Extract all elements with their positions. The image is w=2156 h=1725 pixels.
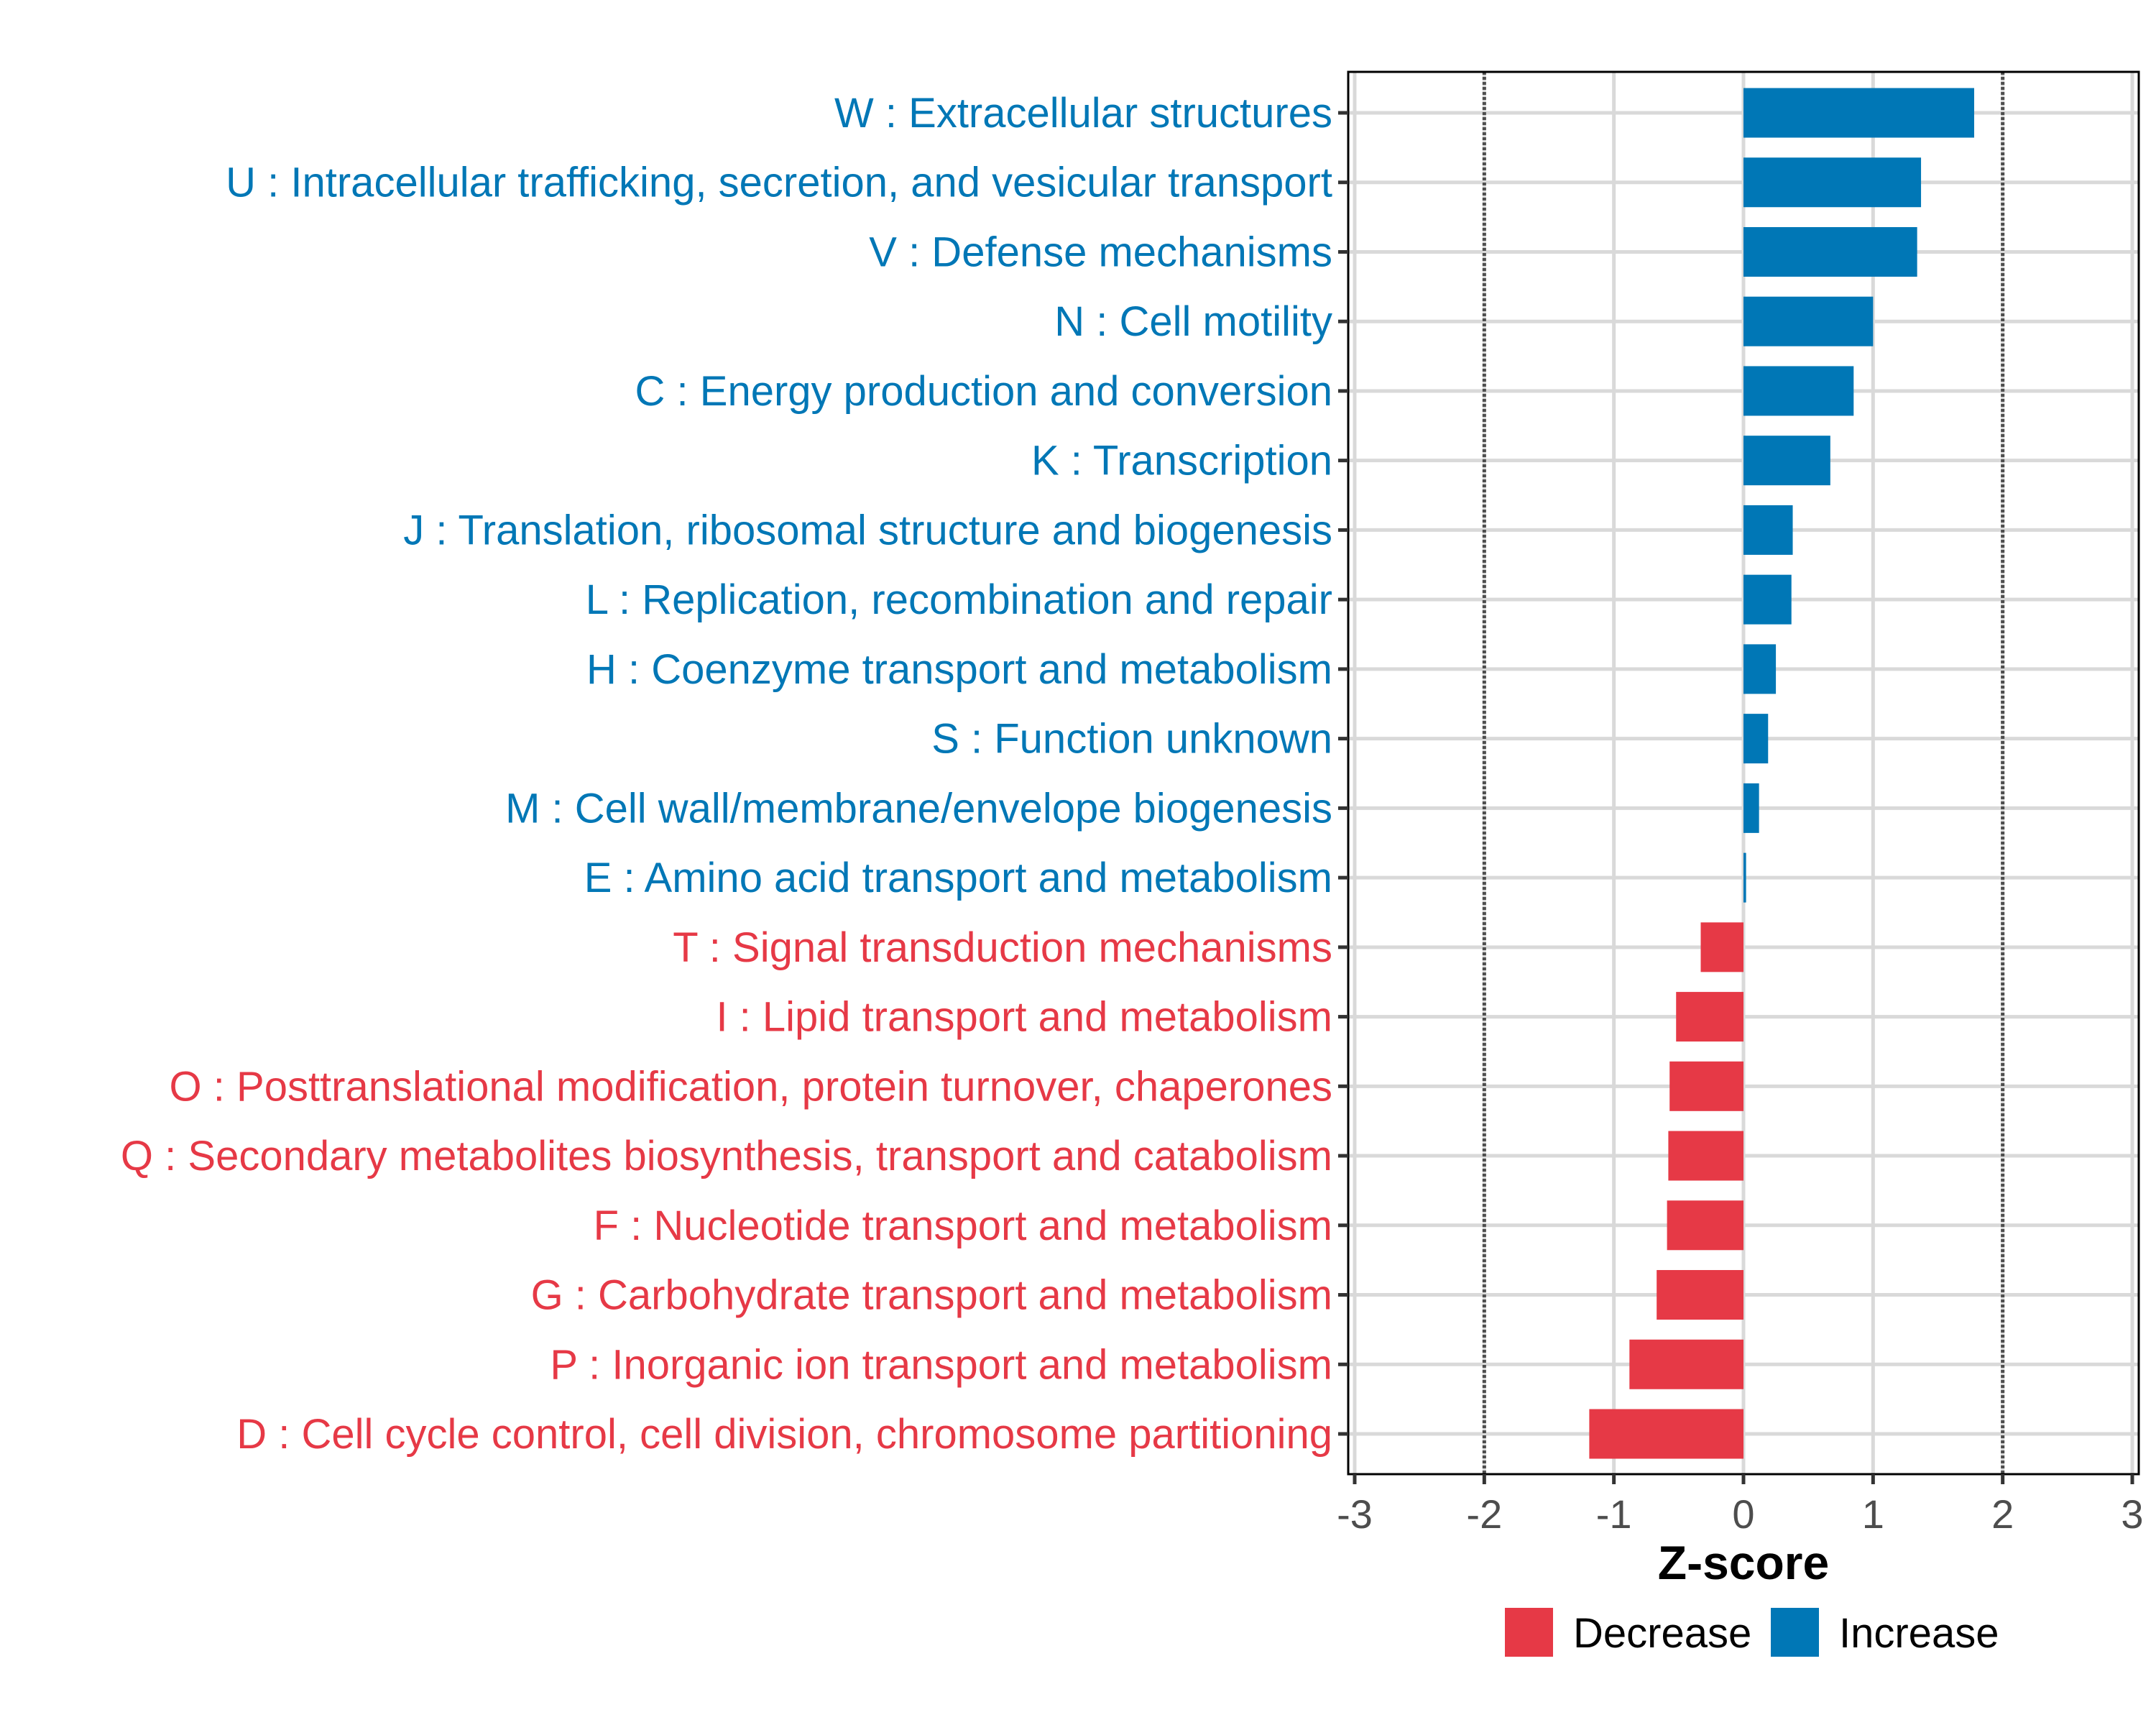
y-tick-label: L : Replication, recombination and repai… bbox=[586, 576, 1332, 623]
y-tick-label: P : Inorganic ion transport and metaboli… bbox=[550, 1341, 1332, 1388]
y-tick-label: U : Intracellular trafficking, secretion… bbox=[226, 160, 1332, 206]
y-tick-label: K : Transcription bbox=[1031, 438, 1332, 484]
y-tick-label: H : Coenzyme transport and metabolism bbox=[586, 646, 1332, 693]
bar bbox=[1743, 226, 1917, 277]
y-tick-label: S : Function unknown bbox=[931, 716, 1332, 763]
x-tick-label: -3 bbox=[1337, 1491, 1373, 1537]
x-tick-label: 3 bbox=[2121, 1491, 2143, 1537]
bar bbox=[1657, 1270, 1743, 1320]
y-tick-label: T : Signal transduction mechanisms bbox=[673, 924, 1332, 971]
bar bbox=[1629, 1339, 1743, 1389]
bar bbox=[1668, 1131, 1743, 1181]
y-tick-label: J : Translation, ribosomal structure and… bbox=[403, 507, 1332, 553]
x-tick-label: 0 bbox=[1732, 1491, 1754, 1537]
y-tick-label: V : Defense mechanisms bbox=[869, 229, 1332, 275]
bar bbox=[1669, 1061, 1743, 1111]
legend-swatch-increase bbox=[1771, 1608, 1819, 1657]
bar bbox=[1743, 852, 1746, 903]
x-tick-label: -2 bbox=[1466, 1491, 1502, 1537]
y-tick-label: F : Nucleotide transport and metabolism bbox=[594, 1202, 1332, 1249]
x-axis-title: Z-score bbox=[1658, 1536, 1829, 1589]
x-tick-label: 1 bbox=[1862, 1491, 1884, 1537]
y-tick-label: D : Cell cycle control, cell division, c… bbox=[236, 1411, 1332, 1458]
bar bbox=[1743, 644, 1777, 694]
y-tick-label: G : Carbohydrate transport and metabolis… bbox=[531, 1272, 1332, 1319]
bar bbox=[1743, 505, 1793, 555]
y-tick-label: N : Cell motility bbox=[1054, 298, 1332, 345]
bars bbox=[1589, 88, 1974, 1459]
y-tick-label: E : Amino acid transport and metabolism bbox=[584, 855, 1332, 901]
y-tick-label: Q : Secondary metabolites biosynthesis, … bbox=[121, 1133, 1332, 1179]
bar bbox=[1589, 1409, 1743, 1459]
y-tick-label: W : Extracellular structures bbox=[834, 90, 1332, 137]
x-axis-labels: -3 -2 -1 0 1 2 3 bbox=[1337, 1491, 2143, 1537]
bar bbox=[1743, 366, 1854, 416]
y-tick-label: I : Lipid transport and metabolism bbox=[716, 994, 1332, 1041]
bar bbox=[1743, 296, 1874, 346]
bar bbox=[1743, 783, 1759, 833]
bar bbox=[1700, 922, 1743, 972]
legend: Decrease Increase bbox=[1505, 1608, 1999, 1657]
bar bbox=[1676, 992, 1743, 1042]
reference-lines bbox=[1482, 72, 2005, 1474]
y-tick-label: O : Posttranslational modification, prot… bbox=[170, 1063, 1332, 1110]
y-tick-label: M : Cell wall/membrane/envelope biogenes… bbox=[505, 785, 1332, 832]
bar bbox=[1743, 574, 1792, 625]
y-axis-labels: W : Extracellular structures U : Intracel… bbox=[121, 90, 1332, 1458]
legend-label-decrease: Decrease bbox=[1573, 1610, 1751, 1657]
bar bbox=[1667, 1200, 1743, 1251]
y-axis-ticks bbox=[1338, 111, 1348, 1436]
x-tick-label: -1 bbox=[1596, 1491, 1632, 1537]
y-tick-label: C : Energy production and conversion bbox=[635, 368, 1332, 415]
x-tick-label: 2 bbox=[1991, 1491, 2014, 1537]
x-axis-ticks bbox=[1353, 1474, 2134, 1484]
legend-label-increase: Increase bbox=[1839, 1610, 1999, 1657]
bar bbox=[1743, 714, 1769, 764]
bar bbox=[1743, 157, 1922, 208]
bar bbox=[1743, 88, 1974, 138]
bar bbox=[1743, 436, 1830, 486]
legend-swatch-decrease bbox=[1505, 1608, 1553, 1657]
